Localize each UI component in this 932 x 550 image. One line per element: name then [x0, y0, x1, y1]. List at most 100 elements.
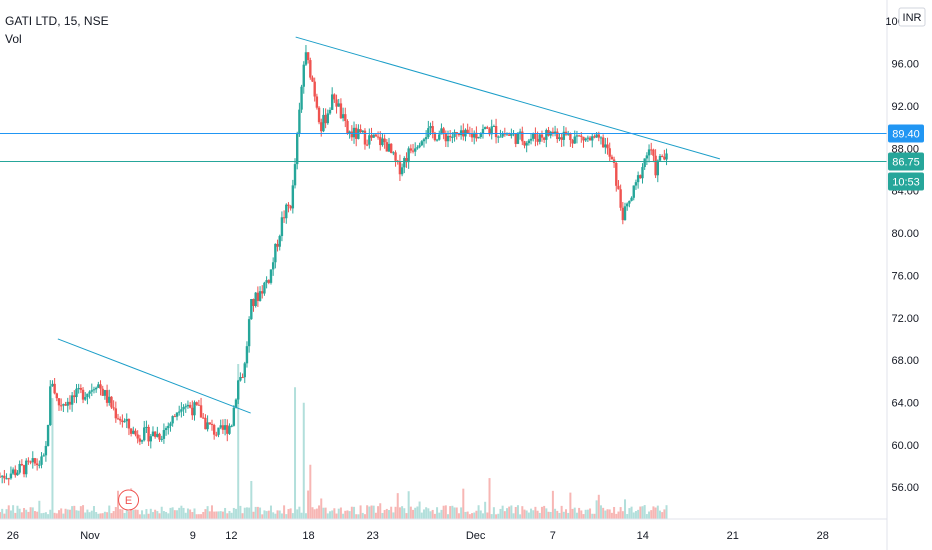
volume-bar	[267, 510, 270, 519]
x-tick-label: 9	[190, 530, 196, 542]
volume-bar	[361, 512, 364, 519]
candle	[243, 361, 246, 384]
volume-bar	[442, 505, 445, 519]
volume-bar	[634, 511, 637, 519]
volume-bar	[103, 511, 106, 519]
candle	[55, 392, 59, 402]
earnings-marker[interactable]: E	[118, 489, 140, 511]
volume-bar	[355, 514, 358, 519]
candle	[263, 281, 266, 296]
candle	[151, 426, 155, 437]
candle	[57, 398, 61, 411]
candle	[175, 412, 179, 421]
candle	[328, 107, 332, 115]
volume-bar	[14, 512, 17, 519]
volume-bar	[420, 512, 423, 519]
volume-bar	[495, 514, 498, 519]
volume-bar	[29, 507, 32, 519]
candle	[542, 136, 546, 143]
y-tick-label: 72.00	[891, 313, 919, 325]
candle	[359, 124, 362, 134]
volume-bar	[604, 510, 607, 519]
time-axis[interactable]: 26 Nov 9 12 18 23 Dec 7 14 21 28	[7, 530, 829, 542]
x-tick-label: 14	[637, 530, 649, 542]
volume-bar	[117, 490, 120, 519]
candle	[3, 469, 6, 484]
candle	[654, 149, 657, 179]
volume-bar	[36, 511, 39, 519]
volume-bar	[593, 513, 596, 519]
candle	[532, 132, 535, 142]
candle	[549, 130, 552, 139]
volume-bar	[245, 507, 248, 519]
candle	[398, 154, 402, 182]
candle	[324, 108, 327, 129]
candle	[582, 136, 585, 148]
candle	[571, 138, 574, 149]
volume-bar	[256, 506, 259, 519]
candle	[483, 126, 487, 130]
candle	[521, 126, 524, 146]
volume-bar	[617, 511, 620, 519]
volume-bar	[49, 509, 52, 519]
candle	[407, 146, 410, 169]
candle	[625, 202, 629, 211]
volume-bar	[285, 514, 288, 519]
price-axis[interactable]: 100.0096.0092.0080.0076.0072.0068.0064.0…	[885, 16, 919, 494]
y-tick-label: 80.00	[891, 228, 919, 240]
svg-text:86.75: 86.75	[892, 157, 920, 169]
volume-bar	[591, 513, 594, 519]
volume-bar	[479, 510, 482, 519]
candle	[400, 163, 404, 177]
candle	[136, 430, 139, 444]
candle	[427, 120, 430, 139]
volume-bar	[64, 508, 67, 519]
candle	[339, 98, 343, 120]
event-markers[interactable]: E	[118, 489, 140, 511]
volume-bar	[523, 509, 526, 519]
volume-bar	[650, 510, 653, 519]
candle	[313, 77, 316, 102]
candle	[490, 119, 493, 140]
currency-box[interactable]: INR	[898, 7, 926, 27]
volume-indicator-label[interactable]: Vol	[5, 32, 22, 46]
trendline-2[interactable]	[295, 36, 721, 160]
volume-bar	[331, 510, 334, 519]
candle	[18, 460, 21, 475]
volume-bar	[33, 511, 36, 519]
candle	[35, 458, 39, 471]
volume-bar	[68, 509, 71, 519]
volume-bar	[599, 505, 602, 519]
volume-bar	[23, 508, 26, 519]
volume-bar	[77, 510, 80, 519]
volume-bar	[508, 506, 511, 519]
volume-bar	[538, 512, 541, 519]
candle	[261, 285, 264, 299]
candle	[114, 401, 118, 423]
volume-bar	[385, 508, 388, 519]
candle	[27, 457, 30, 465]
volume-bar	[226, 513, 229, 519]
candle	[569, 132, 572, 147]
volume-bar	[486, 512, 489, 519]
volume-bar	[186, 508, 189, 519]
x-tick-label: Dec	[466, 530, 486, 542]
volume-bar	[307, 490, 310, 519]
volume-bar	[210, 505, 213, 519]
trendline-1[interactable]	[57, 338, 251, 414]
volume-bar	[239, 505, 242, 519]
volume-bar	[556, 510, 559, 519]
trendlines[interactable]	[57, 36, 721, 414]
volume-bar	[551, 490, 554, 519]
volume-bar	[468, 514, 471, 519]
horizontal-levels[interactable]	[0, 132, 887, 163]
candle	[300, 84, 303, 113]
candle	[252, 298, 255, 312]
candle	[523, 140, 526, 149]
candle	[374, 133, 378, 137]
volume-bar	[248, 507, 251, 519]
candle	[169, 421, 172, 432]
candle	[40, 452, 43, 469]
volume-bar	[455, 507, 458, 519]
